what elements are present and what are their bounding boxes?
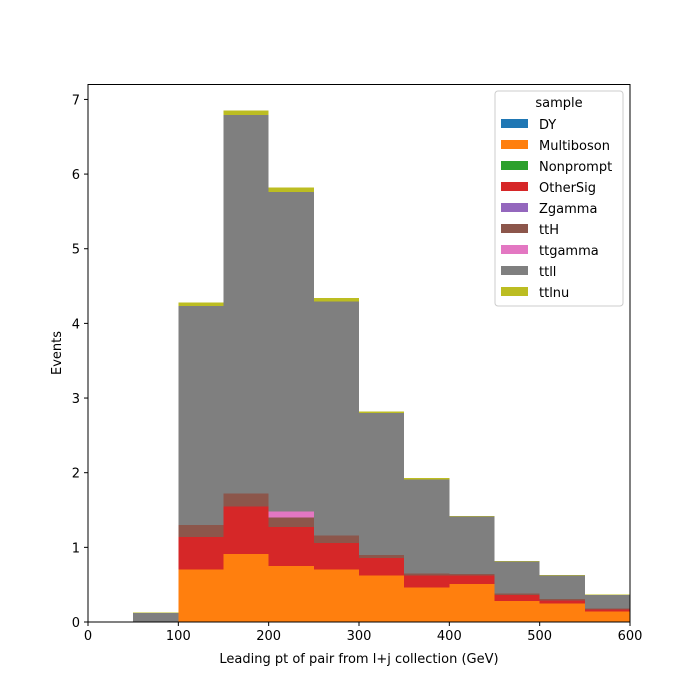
bar-tth-bin-2 xyxy=(223,493,269,507)
bar-tth-bin-1 xyxy=(178,524,224,537)
x-tick-label: 500 xyxy=(527,629,552,644)
legend-swatch-othersig xyxy=(501,182,528,191)
bar-tth-bin-5 xyxy=(359,554,405,558)
bar-ttlnu-bin-4 xyxy=(313,298,359,302)
bar-ttll-bin-2 xyxy=(223,115,269,494)
legend-swatch-zgamma xyxy=(501,203,528,212)
y-axis-label: Events xyxy=(50,331,65,375)
bar-ttll-bin-5 xyxy=(359,412,405,555)
y-tick-label: 0 xyxy=(72,616,80,631)
x-tick-label: 300 xyxy=(347,629,372,644)
bar-tth-bin-10 xyxy=(584,608,630,610)
bar-multiboson-bin-9 xyxy=(539,603,585,622)
legend-label-nonprompt: Nonprompt xyxy=(539,160,612,175)
bar-othersig-bin-2 xyxy=(223,506,269,555)
y-tick-label: 2 xyxy=(72,467,80,482)
bar-ttll-bin-10 xyxy=(584,595,630,609)
bar-multiboson-bin-5 xyxy=(359,575,405,622)
legend-label-tth: ttH xyxy=(539,223,559,238)
bar-othersig-bin-3 xyxy=(268,527,314,567)
legend-swatch-dy xyxy=(501,119,528,128)
legend-swatch-ttgamma xyxy=(501,245,528,254)
bar-multiboson-bin-8 xyxy=(494,601,540,622)
legend: sample DY Multiboson Nonprompt OtherSig Zgamm… xyxy=(494,90,624,307)
bar-multiboson-bin-6 xyxy=(404,587,450,622)
bar-ttll-bin-4 xyxy=(313,301,359,536)
bar-ttlnu-bin-8 xyxy=(494,560,540,562)
y-tick-label: 7 xyxy=(72,93,80,108)
bar-othersig-bin-8 xyxy=(494,595,540,602)
bar-othersig-bin-4 xyxy=(313,542,359,570)
bar-tth-bin-8 xyxy=(494,593,540,596)
x-tick-label: 100 xyxy=(166,629,191,644)
bar-multiboson-bin-4 xyxy=(313,569,359,622)
y-tick-label: 3 xyxy=(72,392,80,407)
bar-othersig-bin-1 xyxy=(178,536,224,570)
bar-othersig-bin-6 xyxy=(404,575,450,588)
bar-tth-bin-4 xyxy=(313,535,359,543)
bar-ttll-bin-0 xyxy=(133,613,179,622)
bar-ttll-bin-6 xyxy=(404,479,450,574)
legend-label-ttgamma: ttgamma xyxy=(539,244,599,259)
y-tick-label: 6 xyxy=(72,168,80,183)
bar-othersig-bin-9 xyxy=(539,600,585,604)
bar-othersig-bin-5 xyxy=(359,557,405,576)
bar-multiboson-bin-2 xyxy=(223,554,269,622)
bar-tth-bin-3 xyxy=(268,517,314,528)
bar-ttlnu-bin-10 xyxy=(584,594,630,596)
legend-title: sample xyxy=(535,96,582,111)
x-axis-ticks: 0 100 200 300 400 500 600 xyxy=(84,622,643,644)
bar-tth-bin-7 xyxy=(449,574,495,576)
legend-label-multiboson: Multiboson xyxy=(539,139,610,154)
bar-ttll-bin-9 xyxy=(539,575,585,599)
legend-swatch-nonprompt xyxy=(501,161,528,170)
legend-swatch-ttll xyxy=(501,266,528,275)
bar-ttlnu-bin-1 xyxy=(178,302,224,307)
legend-label-ttll: ttll xyxy=(539,265,556,280)
bar-ttlnu-bin-6 xyxy=(404,477,450,480)
x-tick-label: 0 xyxy=(84,629,92,644)
legend-swatch-multiboson xyxy=(501,140,528,149)
bar-ttlnu-bin-5 xyxy=(359,411,405,413)
legend-swatch-ttlnu xyxy=(501,287,528,296)
bar-ttlnu-bin-9 xyxy=(539,574,585,576)
y-tick-label: 1 xyxy=(72,541,80,556)
stacked-bars xyxy=(133,110,630,622)
bar-tth-bin-6 xyxy=(404,573,450,576)
x-tick-label: 400 xyxy=(437,629,462,644)
bar-multiboson-bin-1 xyxy=(178,569,224,622)
bar-ttlnu-bin-2 xyxy=(223,110,269,116)
legend-swatch-tth xyxy=(501,224,528,233)
bar-ttll-bin-1 xyxy=(178,306,224,525)
y-tick-label: 5 xyxy=(72,243,80,258)
bar-tth-bin-9 xyxy=(539,598,585,601)
bar-multiboson-bin-10 xyxy=(584,611,630,622)
y-axis-ticks: 0 1 2 3 4 5 6 7 xyxy=(72,93,88,631)
y-tick-label: 4 xyxy=(72,317,80,332)
bar-ttlnu-bin-3 xyxy=(268,187,314,192)
x-tick-label: 600 xyxy=(618,629,643,644)
bar-othersig-bin-7 xyxy=(449,575,495,584)
bar-ttll-bin-7 xyxy=(449,516,495,575)
bar-multiboson-bin-7 xyxy=(449,583,495,622)
bar-multiboson-bin-3 xyxy=(268,566,314,622)
legend-label-othersig: OtherSig xyxy=(539,181,596,196)
bar-ttlnu-bin-0 xyxy=(133,612,179,614)
x-axis-label: Leading pt of pair from l+j collection (… xyxy=(219,652,498,667)
bar-ttlnu-bin-7 xyxy=(449,515,495,517)
legend-label-dy: DY xyxy=(539,118,556,133)
legend-label-ttlnu: ttlnu xyxy=(539,286,569,301)
bar-ttgamma-bin-3 xyxy=(268,511,314,518)
x-tick-label: 200 xyxy=(256,629,281,644)
bar-othersig-bin-10 xyxy=(584,609,630,612)
legend-label-zgamma: Zgamma xyxy=(539,202,597,217)
bar-ttll-bin-3 xyxy=(268,192,314,512)
bar-ttll-bin-8 xyxy=(494,561,540,594)
